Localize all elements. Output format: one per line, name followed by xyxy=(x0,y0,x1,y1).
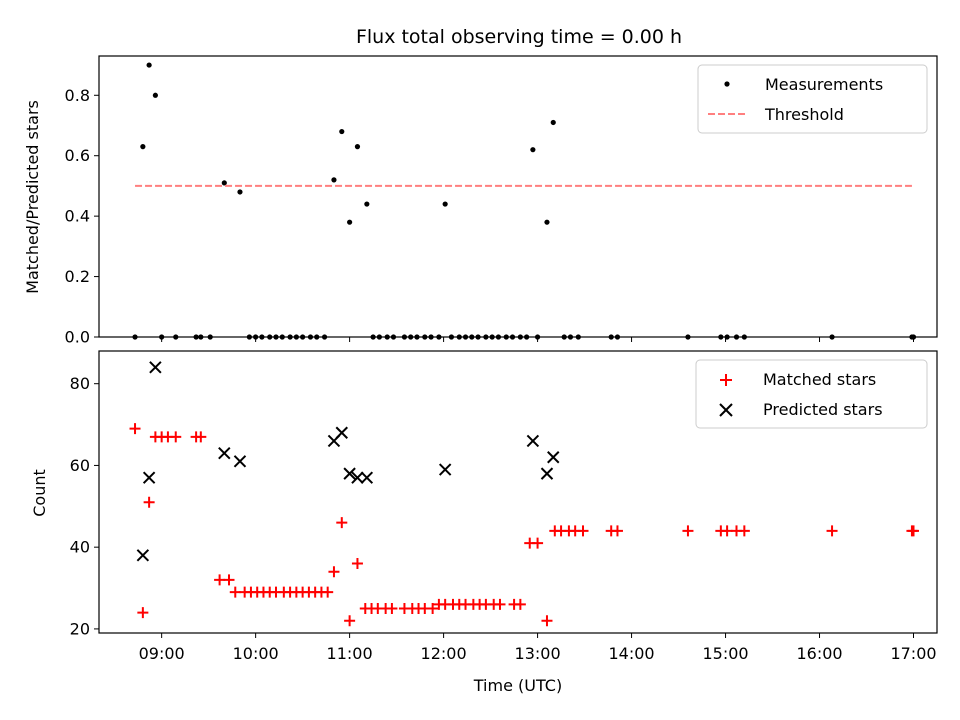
y-tick-label: 80 xyxy=(70,374,90,393)
y-tick-label: 20 xyxy=(70,619,90,638)
legend-marker-measurements xyxy=(724,81,730,87)
bottom-legend-box xyxy=(695,359,928,429)
predicted-star-point xyxy=(540,467,554,480)
legend-label-predicted-stars: Predicted stars xyxy=(763,400,883,419)
matched-star-point xyxy=(344,615,356,627)
matched-star-point xyxy=(223,574,235,586)
matched-star-point xyxy=(129,423,141,435)
bottom-y-axis-label: Count xyxy=(30,469,49,517)
predicted-star-point xyxy=(438,463,452,476)
legend-label-measurements: Measurements xyxy=(765,75,883,94)
measurement-point xyxy=(237,189,243,195)
matched-star-point xyxy=(336,517,348,529)
top-y-axis: 0.0 0.2 0.4 0.6 0.8 xyxy=(65,86,99,347)
bottom-plot-frame xyxy=(98,350,938,634)
predicted-star-point xyxy=(233,455,247,468)
legend-marker-matched-stars xyxy=(720,374,732,386)
x-tick-label: 16:00 xyxy=(796,644,842,663)
matched-star-point xyxy=(908,525,920,537)
x-tick-label: 09:00 xyxy=(139,644,185,663)
measurement-point xyxy=(339,128,345,135)
predicted-star-point xyxy=(360,471,374,484)
measurement-point xyxy=(442,201,448,207)
matched-star-point xyxy=(577,525,589,537)
y-tick-label: 0.4 xyxy=(65,207,90,226)
measurement-point xyxy=(530,147,536,153)
matched-star-point xyxy=(386,602,398,614)
matched-star-point xyxy=(721,525,733,537)
x-tick-label: 11:00 xyxy=(327,644,373,663)
top-panel: Flux total observing time = 0.00 h 0.00.… xyxy=(23,26,938,347)
matched-star-point xyxy=(514,598,526,610)
y-tick-label: 40 xyxy=(70,538,90,557)
x-tick-label: 10:00 xyxy=(233,644,279,663)
measurement-point xyxy=(544,219,550,225)
y-tick-label: 0.6 xyxy=(65,146,90,165)
bottom-plot-area xyxy=(129,361,920,627)
predicted-star-point xyxy=(142,471,156,484)
y-tick-label: 0.8 xyxy=(65,86,90,105)
predicted-star-point xyxy=(218,446,231,460)
matched-star-point xyxy=(541,615,553,627)
y-tick-label: 0.2 xyxy=(65,267,90,286)
x-tick-label: 15:00 xyxy=(702,644,748,663)
legend-marker-predicted-stars xyxy=(719,403,733,417)
predicted-star-point xyxy=(351,471,364,484)
matched-star-point xyxy=(826,525,838,537)
top-plot-frame xyxy=(98,55,938,338)
matched-star-point xyxy=(494,598,506,610)
predicted-star-point xyxy=(547,451,560,464)
matched-star-point xyxy=(532,537,544,549)
top-x-axis xyxy=(161,337,915,342)
bottom-y-axis: 20 40 60 80 xyxy=(70,374,99,638)
matched-star-point xyxy=(427,602,439,614)
measurement-point xyxy=(354,144,361,150)
bottom-legend: Matched stars Predicted stars xyxy=(695,359,928,429)
predicted-star-point xyxy=(343,467,356,480)
x-tick-label: 12:00 xyxy=(421,644,467,663)
y-tick-label: 60 xyxy=(70,456,90,475)
matched-star-point xyxy=(738,525,750,537)
measurement-point xyxy=(152,92,158,98)
predicted-star-point xyxy=(136,549,150,562)
measurement-point xyxy=(221,180,227,186)
predicted-star-point xyxy=(335,426,348,439)
matched-star-point xyxy=(328,566,340,578)
matched-star-point xyxy=(137,607,149,619)
top-legend: Measurements Threshold xyxy=(697,64,928,134)
matched-star-point xyxy=(170,431,182,443)
bottom-panel: 20 40 60 80 09:00 10:00 11:00 12:00 13:00 14:00 1… xyxy=(30,350,938,695)
measurement-point xyxy=(140,144,146,150)
x-tick-label: 13:00 xyxy=(515,644,561,663)
measurement-point xyxy=(364,201,370,207)
x-tick-label: 14:00 xyxy=(609,644,655,663)
measurement-point xyxy=(331,177,337,183)
matched-star-point xyxy=(229,586,241,598)
matched-star-point xyxy=(682,525,694,537)
x-tick-label: 17:00 xyxy=(890,644,936,663)
matched-star-point xyxy=(322,586,334,598)
matched-star-point xyxy=(351,558,363,570)
top-legend-box xyxy=(697,64,928,134)
matched-star-point xyxy=(195,431,207,443)
predicted-star-point xyxy=(526,434,540,448)
y-tick-label: 0.0 xyxy=(65,328,90,347)
matched-star-point xyxy=(143,496,155,508)
measurement-point xyxy=(550,119,556,126)
measurement-point xyxy=(347,219,353,225)
x-axis-label: Time (UTC) xyxy=(473,676,562,695)
chart-title: Flux total observing time = 0.00 h xyxy=(356,26,682,48)
predicted-star-point xyxy=(149,361,162,374)
legend-label-matched-stars: Matched stars xyxy=(763,370,876,389)
measurement-point xyxy=(146,62,152,68)
bottom-x-axis: 09:00 10:00 11:00 12:00 13:00 14:00 15:00 16:00… xyxy=(139,633,937,663)
legend-label-threshold: Threshold xyxy=(764,105,844,124)
matched-star-point xyxy=(611,525,623,537)
matched-star-point xyxy=(214,574,226,586)
top-y-axis-label: Matched/Predicted stars xyxy=(23,100,42,294)
